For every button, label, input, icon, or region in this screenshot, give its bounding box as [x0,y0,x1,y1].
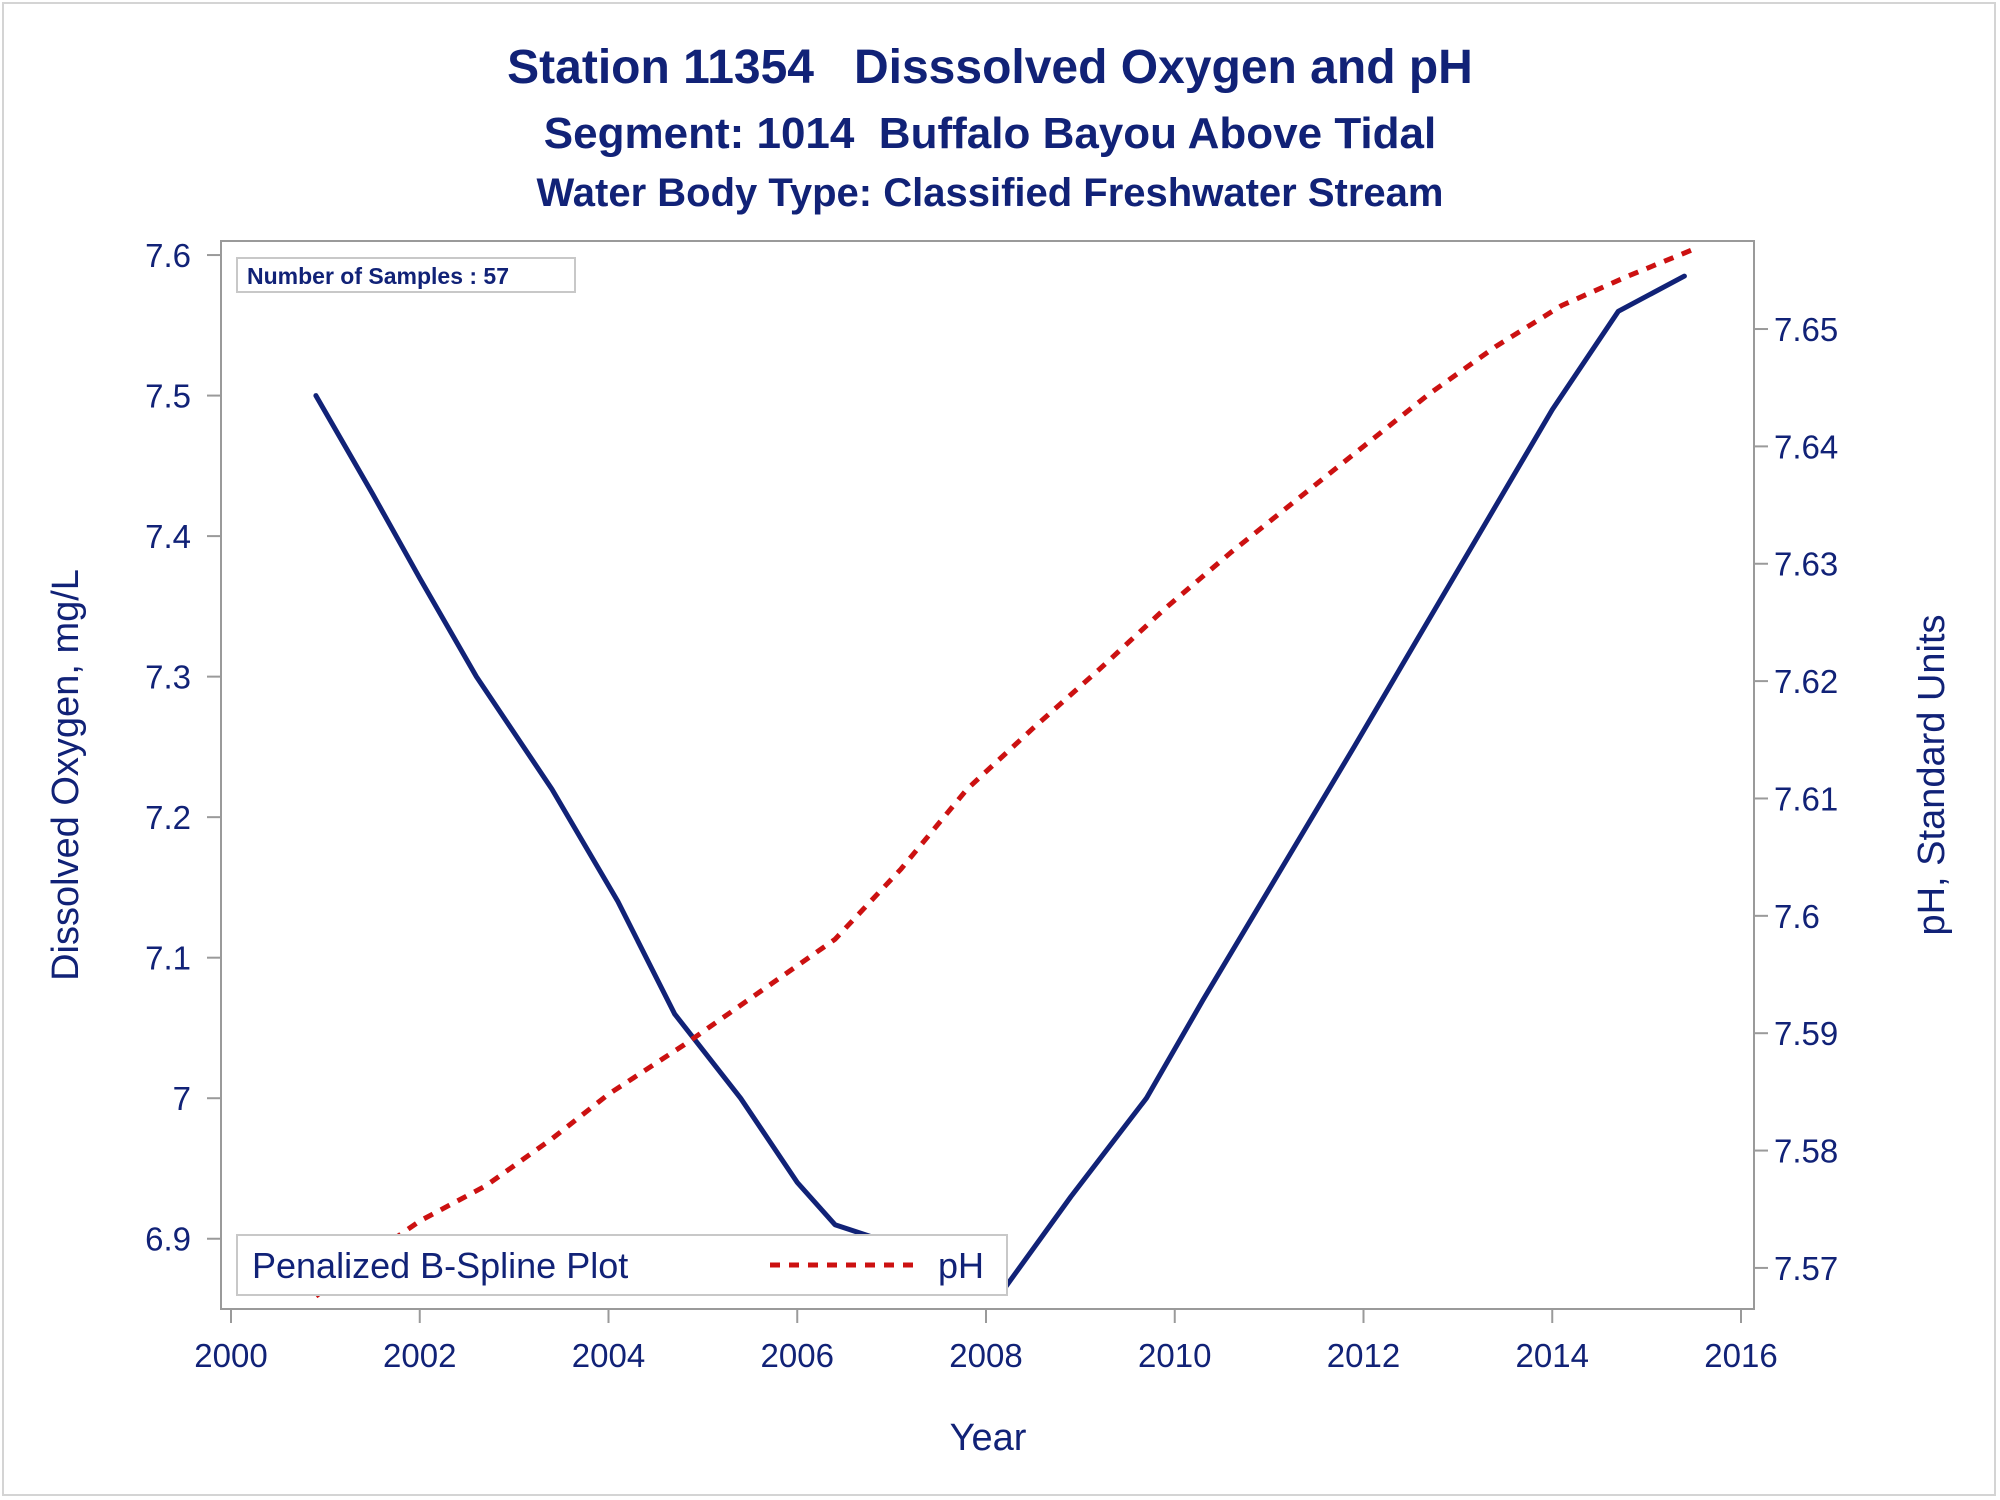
y2-tick-label: 7.63 [1774,546,1838,583]
y-tick-label: 7.3 [145,659,191,696]
y-axis-left: 6.9 7 7.1 7.2 7.3 7.4 7.5 7.6 [145,237,221,1258]
x-tick-label: 2012 [1327,1337,1400,1374]
x-tick-label: 2006 [761,1337,834,1374]
y2-tick-label: 7.6 [1774,898,1820,935]
x-tick-label: 2002 [383,1337,456,1374]
x-tick-label: 2004 [572,1337,645,1374]
y-tick-label: 7.1 [145,940,191,977]
y-tick-label: 6.9 [145,1221,191,1258]
samples-box [236,257,576,293]
x-tick-label: 2000 [194,1337,267,1374]
chart-title: Station 11354 Disssolved Oxygen and pH [507,41,1473,94]
plot-area [220,240,1755,1310]
y-axis-right: 7.57 7.58 7.59 7.6 7.61 7.62 7.63 7.64 7.65 [1754,311,1838,1287]
x-tick-label: 2014 [1516,1337,1589,1374]
y-tick-label: 7.5 [145,378,191,415]
y2-tick-label: 7.59 [1774,1015,1838,1052]
x-axis: 2000 2002 2004 2006 2008 2010 2012 2014 2016 [194,1309,1778,1374]
y-tick-label: 7.6 [145,237,191,274]
x-tick-label: 2016 [1704,1337,1777,1374]
y2-tick-label: 7.57 [1774,1250,1838,1287]
y2-tick-label: 7.64 [1774,428,1838,465]
ph-series-line [314,246,1695,1299]
x-axis-label: Year [950,1417,1027,1459]
x-tick-label: 2008 [949,1337,1022,1374]
y2-tick-label: 7.62 [1774,663,1838,700]
legend-box [236,1234,1008,1296]
y2-tick-label: 7.65 [1774,311,1838,348]
samples-annotation: Number of Samples : 57 [247,263,509,289]
y-tick-label: 7.2 [145,799,191,836]
chart-subtitle-2: Water Body Type: Classified Freshwater S… [537,171,1444,215]
y-axis-label: Dissolved Oxygen, mg/L [45,569,87,981]
y-tick-label: 7.4 [145,518,191,555]
legend-ph-label: pH [938,1245,984,1286]
y-tick-label: 7 [173,1080,191,1117]
y2-tick-label: 7.58 [1774,1133,1838,1170]
x-tick-label: 2010 [1138,1337,1211,1374]
y2-tick-label: 7.61 [1774,780,1838,817]
y2-axis-label: pH, Standard Units [1911,614,1953,935]
legend-title: Penalized B-Spline Plot [252,1245,628,1286]
chart-subtitle: Segment: 1014 Buffalo Bayou Above Tidal [544,109,1436,158]
